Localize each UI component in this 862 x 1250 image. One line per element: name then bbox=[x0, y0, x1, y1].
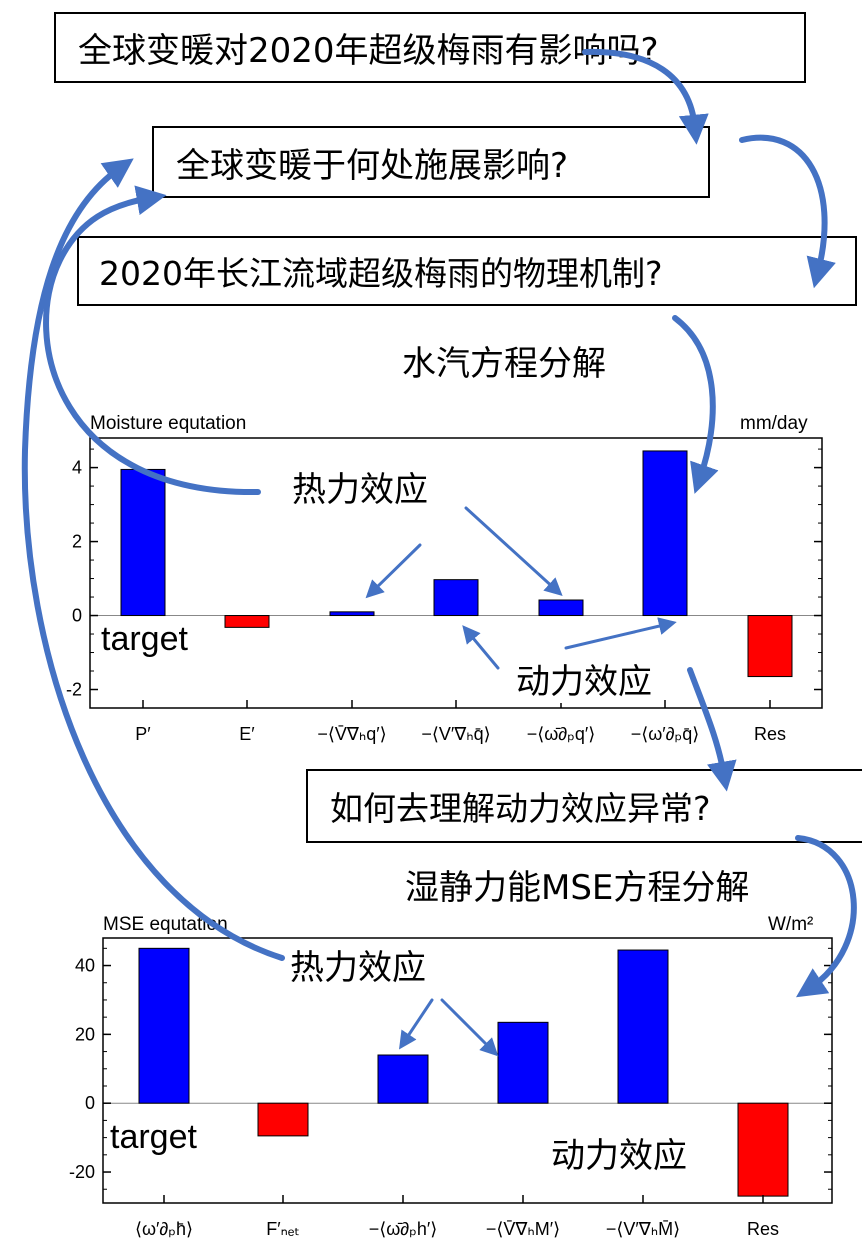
bar-4 bbox=[497, 1021, 549, 1104]
bar-1 bbox=[138, 947, 190, 1104]
x-tick-label: −⟨V̄∇ₕq′⟩ bbox=[317, 724, 386, 744]
x-tick-label: −⟨V̄∇ₕM′⟩ bbox=[486, 1219, 560, 1239]
mse-decomp-label: 湿静力能MSE方程分解 bbox=[405, 868, 750, 908]
x-tick-label: −⟨ω̄∂ₚh′⟩ bbox=[369, 1219, 438, 1239]
y-tick-label: -20 bbox=[69, 1162, 95, 1182]
thermodynamic-effect-label-1: 热力效应 bbox=[292, 470, 428, 510]
bar-3 bbox=[377, 1054, 429, 1104]
question-text-4: 如何去理解动力效应异常? bbox=[330, 789, 711, 828]
x-tick-label: −⟨ω′∂ₚq̄⟩ bbox=[631, 724, 700, 744]
plot-frame bbox=[102, 937, 833, 1204]
bar-2 bbox=[257, 1102, 309, 1137]
bar-5 bbox=[617, 949, 669, 1104]
x-tick-label: Res bbox=[754, 724, 786, 744]
x-tick-label: −⟨V′∇ₕM̄⟩ bbox=[606, 1219, 680, 1239]
mse-target-label: target bbox=[110, 1118, 197, 1156]
bar-6 bbox=[737, 1102, 789, 1197]
x-tick-label: ⟨ω′∂ₚh̄⟩ bbox=[135, 1219, 193, 1239]
y-tick-label: 20 bbox=[75, 1024, 95, 1044]
x-tick-label: Res bbox=[747, 1219, 779, 1239]
bar-3 bbox=[329, 611, 375, 617]
dynamic-effect-label-2: 动力效应 bbox=[551, 1136, 687, 1176]
question-box-global-warming-impact: 全球变暖对2020年超级梅雨有影响吗? bbox=[54, 12, 806, 83]
bar-5 bbox=[538, 599, 584, 617]
moisture-chart-unit: mm/day bbox=[740, 413, 808, 434]
x-tick-label: −⟨ω̄∂ₚq′⟩ bbox=[527, 724, 596, 744]
question-text-1: 全球变暖对2020年超级梅雨有影响吗? bbox=[78, 31, 659, 71]
question-box-dynamic-anomaly: 如何去理解动力效应异常? bbox=[306, 769, 862, 843]
moisture-target-label: target bbox=[101, 620, 188, 658]
y-tick-label: 0 bbox=[85, 1093, 95, 1113]
x-tick-label: −⟨V′∇ₕq̄⟩ bbox=[421, 724, 490, 744]
bar-7 bbox=[747, 615, 793, 678]
dynamic-effect-label-1: 动力效应 bbox=[516, 654, 652, 703]
x-tick-label: F′ₙₑₜ bbox=[266, 1219, 300, 1239]
moisture-decomp-label: 水汽方程分解 bbox=[402, 344, 606, 384]
y-tick-label: 40 bbox=[75, 956, 95, 976]
thermodynamic-effect-label-2: 热力效应 bbox=[290, 948, 426, 988]
